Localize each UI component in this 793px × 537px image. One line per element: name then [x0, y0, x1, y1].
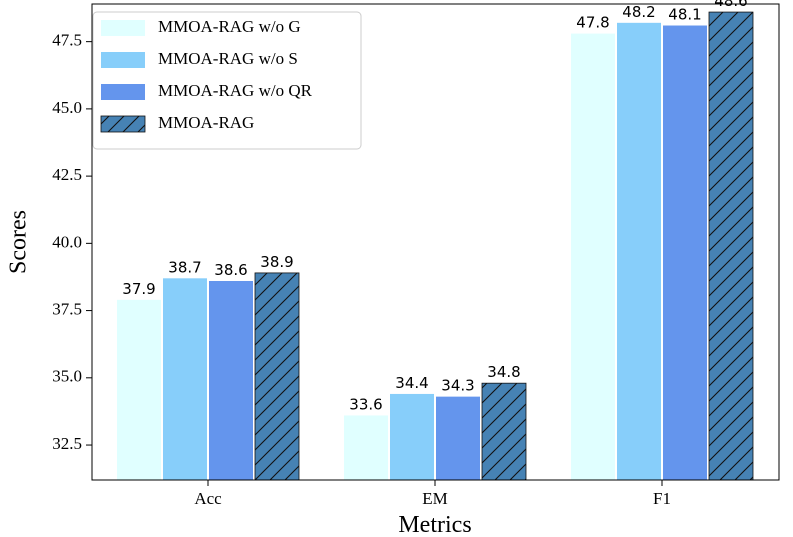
- bars-layer: [117, 11, 754, 481]
- y-tick-label: 37.5: [52, 299, 82, 318]
- data-label: 38.9: [260, 253, 293, 271]
- data-label: 48.6: [714, 0, 747, 10]
- y-tick-label: 40.0: [52, 232, 82, 251]
- bar-hatch-mmoa-rag-em: [481, 382, 527, 481]
- legend-label-mmoa-rag-w-o-s: MMOA-RAG w/o S: [158, 49, 298, 68]
- bar-mmoa-rag-w-o-s-acc: [163, 278, 207, 480]
- data-label: 34.8: [487, 363, 520, 381]
- y-axis-title: Scores: [6, 210, 32, 274]
- data-labels-layer: 37.9 38.7 38.6 38.9 33.6 34.4 34.3 34.8 47.8 48.2…: [122, 0, 747, 413]
- data-label: 33.6: [349, 395, 382, 413]
- legend-swatch-mmoa-rag-w-o-g: [101, 20, 145, 36]
- x-tick-label-f1: F1: [653, 489, 671, 508]
- data-label: 47.8: [576, 14, 609, 32]
- data-label: 37.9: [122, 280, 155, 298]
- bar-mmoa-rag-w-o-g-em: [344, 415, 388, 480]
- legend-swatch-hatch: [100, 115, 146, 133]
- y-tick-label: 45.0: [52, 98, 82, 117]
- y-tick-label: 42.5: [52, 165, 82, 184]
- legend-box: [92, 11, 362, 150]
- legend-label-mmoa-rag-w-o-g: MMOA-RAG w/o G: [158, 17, 301, 36]
- legend: MMOA-RAG w/o G MMOA-RAG w/o S MMOA-RAG w/o…: [92, 11, 362, 150]
- bar-mmoa-rag-w-o-qr-acc: [209, 280, 253, 480]
- y-axis: 32.5 35.0 37.5 40.0 42.5 45.0 47.5: [52, 31, 92, 453]
- x-axis: Acc EM F1: [194, 480, 671, 508]
- y-tick-label: 32.5: [52, 434, 82, 453]
- bar-hatch-mmoa-rag-acc: [254, 272, 300, 481]
- bar-mmoa-rag-w-o-s-f1: [617, 22, 661, 480]
- data-label: 48.1: [668, 6, 701, 24]
- bar-mmoa-rag-w-o-g-acc: [117, 299, 161, 480]
- bar-mmoa-rag-w-o-qr-em: [436, 396, 480, 480]
- bar-hatch-mmoa-rag-f1: [708, 11, 754, 481]
- bar-mmoa-rag-w-o-s-em: [390, 393, 434, 480]
- data-label: 34.4: [395, 374, 428, 392]
- data-label: 34.3: [441, 377, 474, 395]
- x-axis-title: Metrics: [398, 512, 471, 537]
- legend-label-mmoa-rag: MMOA-RAG: [158, 113, 254, 132]
- x-tick-label-em: EM: [422, 489, 448, 508]
- y-tick-label: 47.5: [52, 31, 82, 50]
- y-tick-label: 35.0: [52, 367, 82, 386]
- legend-label-mmoa-rag-w-o-qr: MMOA-RAG w/o QR: [158, 81, 313, 100]
- data-label: 48.2: [622, 3, 655, 21]
- bar-mmoa-rag-w-o-qr-f1: [663, 25, 707, 480]
- legend-swatch-mmoa-rag-w-o-qr: [101, 84, 145, 100]
- bar-mmoa-rag-w-o-g-f1: [571, 33, 615, 481]
- data-label: 38.6: [214, 261, 247, 279]
- legend-swatch-mmoa-rag-w-o-s: [101, 52, 145, 68]
- x-tick-label-acc: Acc: [194, 489, 222, 508]
- data-label: 38.7: [168, 258, 201, 276]
